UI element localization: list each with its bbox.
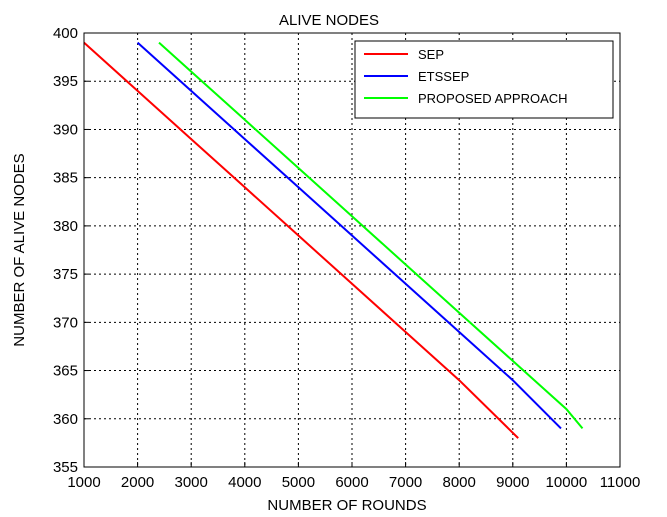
series-line-sep: [83, 41, 519, 439]
y-tick-label: 360: [53, 411, 78, 428]
y-tick-label: 365: [53, 363, 78, 380]
legend-label: PROPOSED APPROACH: [418, 91, 568, 106]
x-tick-label: 11000: [600, 474, 641, 491]
x-tick-label: 1000: [67, 474, 100, 491]
x-tick-label: 2000: [121, 474, 154, 491]
series-line-proposed-approach: [158, 41, 584, 430]
x-tick-label: 7000: [389, 474, 422, 491]
y-tick-label: 380: [53, 218, 78, 235]
y-tick-label: 355: [53, 459, 78, 476]
y-tick-label: 395: [53, 73, 78, 90]
legend-box: [354, 40, 614, 119]
legend-label: ETSSEP: [418, 69, 469, 84]
y-tick-label: 385: [53, 170, 78, 187]
legend: SEP ETSSEP PROPOSED APPROACH: [354, 40, 614, 119]
x-tick-label: 5000: [282, 474, 315, 491]
y-tick-label: 400: [53, 25, 78, 42]
legend-label: SEP: [418, 47, 444, 62]
x-tick-label: 9000: [496, 474, 529, 491]
y-axis-title: NUMBER OF ALIVE NODES: [11, 153, 28, 346]
series-line-etssep: [136, 41, 562, 430]
y-tick-label: 375: [53, 266, 78, 283]
y-tick-label: 370: [53, 314, 78, 331]
x-tick-label: 6000: [335, 474, 368, 491]
x-tick-label: 10000: [546, 474, 588, 491]
y-tick-label: 390: [53, 121, 78, 138]
x-tick-label: 3000: [175, 474, 208, 491]
x-axis-title: NUMBER OF ROUNDS: [267, 497, 426, 514]
chart-title: ALIVE NODES: [279, 12, 379, 29]
series-lines: [83, 41, 584, 439]
x-tick-label: 4000: [228, 474, 261, 491]
x-tick-label: 8000: [443, 474, 476, 491]
tick-labels: 1000 2000 3000 4000 5000 6000 7000 8000 9000 1000…: [53, 25, 640, 491]
